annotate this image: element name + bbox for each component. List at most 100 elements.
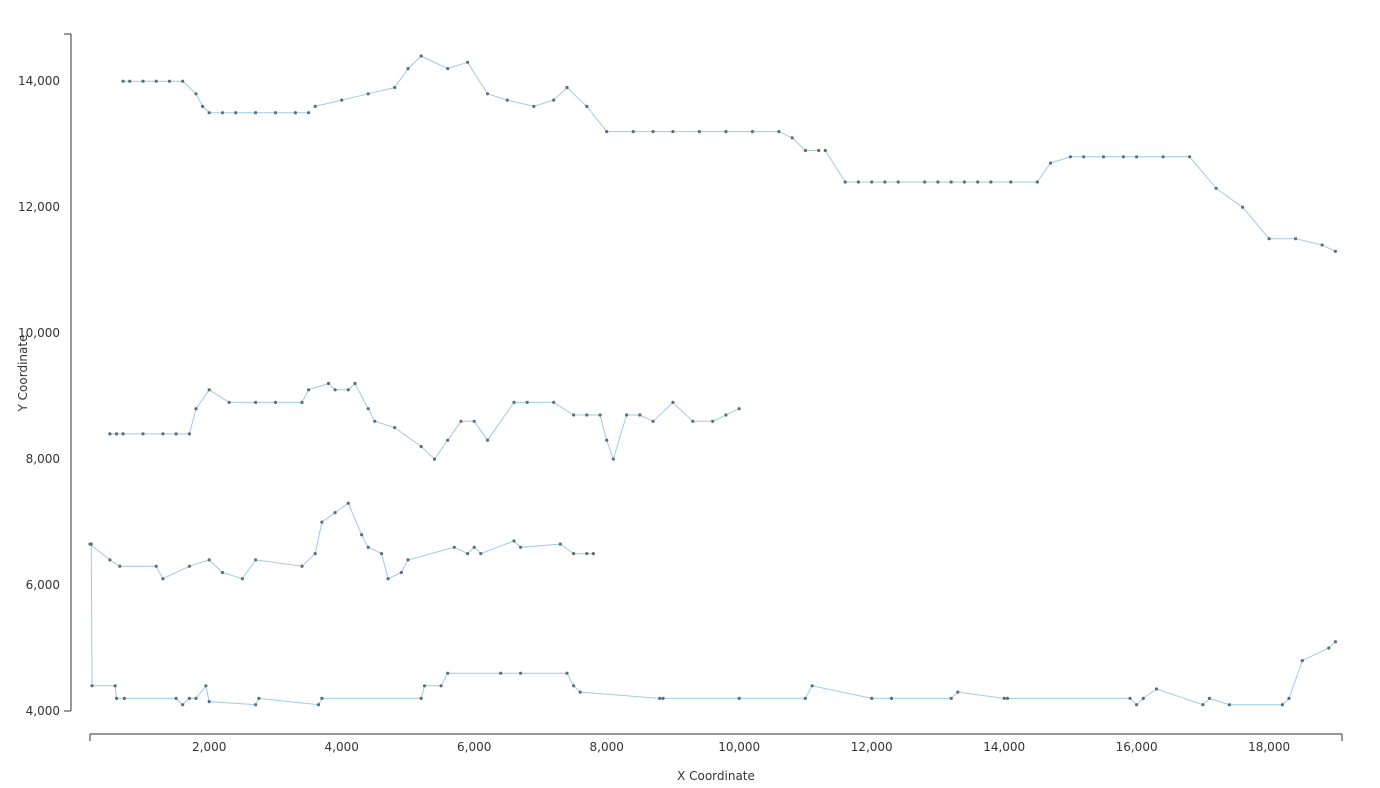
data-point — [843, 180, 847, 184]
route-line — [109, 382, 740, 461]
data-point — [300, 400, 304, 404]
data-point — [750, 130, 755, 134]
data-point — [591, 552, 596, 556]
data-point — [346, 501, 350, 505]
data-point — [254, 400, 258, 404]
data-point — [1287, 696, 1291, 701]
data-point — [181, 79, 185, 83]
data-point — [651, 419, 655, 423]
data-point — [366, 545, 370, 549]
data-point — [697, 130, 702, 134]
x-tick-label: 16,000 — [1116, 740, 1158, 754]
data-point — [572, 552, 576, 556]
data-point — [240, 577, 244, 581]
data-point — [254, 111, 258, 115]
data-point — [379, 552, 384, 556]
data-point — [187, 564, 191, 568]
data-point — [585, 413, 589, 417]
x-axis-title: X Coordinate — [677, 769, 755, 783]
data-point — [803, 696, 808, 701]
data-point — [333, 388, 337, 392]
data-point — [737, 696, 741, 701]
data-point — [108, 558, 112, 562]
data-point — [141, 432, 145, 436]
data-point — [234, 111, 238, 115]
y-tick-labels: 4,000 6,000 8,000 10,000 12,000 14,000 — [18, 74, 60, 718]
route-line — [315, 55, 819, 151]
data-point — [1300, 659, 1304, 663]
data-point — [578, 690, 582, 694]
data-point — [949, 180, 953, 184]
data-point — [823, 148, 827, 153]
data-point — [472, 419, 476, 423]
data-point — [896, 180, 900, 184]
data-point — [1327, 646, 1331, 650]
data-point — [419, 54, 423, 58]
data-point — [113, 684, 117, 688]
data-point — [1214, 186, 1218, 190]
data-point — [141, 79, 145, 83]
data-point — [1082, 155, 1086, 159]
data-point — [870, 696, 874, 701]
data-point — [459, 419, 463, 423]
data-point — [870, 180, 874, 184]
data-point — [122, 696, 126, 701]
data-point — [340, 98, 344, 102]
data-point — [810, 684, 814, 688]
data-point — [254, 558, 258, 562]
data-point — [373, 419, 377, 423]
data-point — [499, 671, 503, 675]
data-point — [512, 539, 516, 543]
data-point — [207, 558, 211, 562]
data-point — [320, 696, 324, 701]
data-point — [585, 104, 589, 108]
data-point — [1161, 155, 1165, 159]
data-point — [174, 432, 178, 436]
data-point — [631, 130, 635, 134]
data-point — [174, 696, 178, 701]
data-point — [532, 104, 536, 108]
data-point — [889, 696, 894, 701]
data-point — [220, 111, 225, 115]
data-point — [572, 413, 576, 417]
data-point — [1320, 243, 1324, 247]
data-point — [1294, 237, 1298, 241]
x-tick-labels: 2,000 4,000 6,000 8,000 10,000 12,000 14,000 16… — [192, 740, 1290, 754]
data-point — [333, 510, 337, 515]
data-point — [181, 703, 185, 707]
data-point — [432, 457, 437, 461]
data-point — [625, 413, 629, 417]
data-point — [227, 400, 231, 404]
data-point — [817, 148, 821, 153]
data-point — [505, 98, 509, 102]
data-point — [658, 696, 662, 701]
data-point — [936, 180, 940, 184]
data-point — [118, 564, 122, 568]
data-point — [88, 542, 92, 546]
data-point — [452, 545, 456, 549]
data-point — [558, 542, 562, 546]
data-point — [956, 690, 960, 694]
data-point — [1121, 155, 1125, 159]
data-point — [962, 180, 967, 184]
data-point — [353, 381, 357, 386]
data-point — [512, 400, 516, 404]
data-point — [446, 67, 450, 71]
data-point — [472, 545, 476, 549]
data-point — [154, 564, 158, 568]
data-point — [519, 671, 523, 675]
data-point — [585, 552, 589, 556]
data-point — [446, 438, 450, 442]
y-axis-title: Y Coordinate — [16, 335, 30, 413]
data-point — [316, 703, 321, 707]
x-tick-label: 4,000 — [325, 740, 359, 754]
data-point — [439, 684, 443, 688]
data-point — [194, 407, 198, 411]
data-point — [572, 684, 576, 688]
data-point — [307, 111, 311, 115]
data-point — [273, 111, 278, 115]
data-point — [114, 432, 119, 436]
data-point — [605, 438, 609, 442]
data-point — [479, 552, 483, 556]
